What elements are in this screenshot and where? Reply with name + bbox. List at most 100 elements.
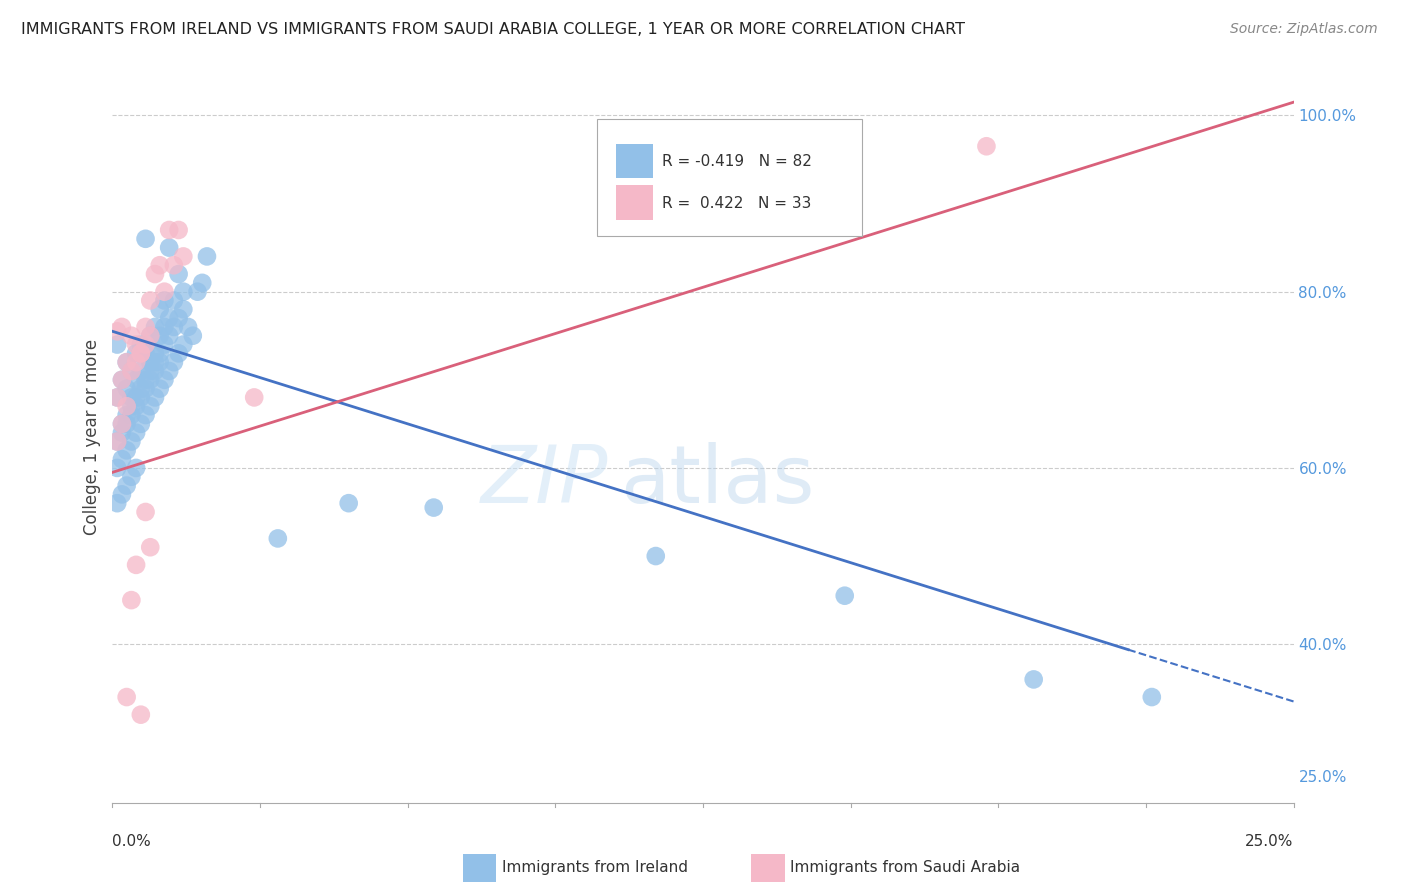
Point — [157, 364, 180, 378]
Point — [243, 391, 266, 405]
Point — [172, 285, 194, 299]
Point — [149, 346, 172, 360]
Point — [163, 258, 186, 272]
Point — [834, 589, 856, 603]
Point — [149, 382, 172, 396]
Point — [422, 500, 444, 515]
Point — [157, 311, 180, 326]
Point — [167, 346, 190, 360]
Point — [149, 355, 172, 369]
Point — [129, 382, 152, 396]
Point — [105, 391, 128, 405]
Point — [1022, 673, 1045, 687]
Point — [139, 328, 162, 343]
Point — [120, 364, 142, 378]
Text: 0.0%: 0.0% — [112, 834, 152, 849]
Point — [139, 373, 162, 387]
Text: Source: ZipAtlas.com: Source: ZipAtlas.com — [1230, 22, 1378, 37]
Point — [139, 328, 162, 343]
Point — [120, 391, 142, 405]
Y-axis label: College, 1 year or more: College, 1 year or more — [83, 339, 101, 535]
Point — [153, 293, 176, 308]
Point — [111, 373, 134, 387]
Point — [157, 223, 180, 237]
Point — [167, 223, 190, 237]
Point — [135, 346, 157, 360]
Point — [105, 461, 128, 475]
Point — [139, 364, 162, 378]
Point — [120, 469, 142, 483]
Point — [195, 249, 218, 263]
Point — [149, 302, 172, 317]
Point — [337, 496, 360, 510]
Point — [149, 258, 172, 272]
Point — [111, 417, 134, 431]
Point — [129, 346, 152, 360]
Point — [163, 293, 186, 308]
Point — [115, 408, 138, 422]
Point — [105, 337, 128, 351]
Point — [191, 276, 214, 290]
Point — [143, 267, 166, 281]
Point — [120, 408, 142, 422]
Point — [129, 707, 152, 722]
Point — [105, 434, 128, 449]
Point — [157, 328, 180, 343]
Point — [125, 346, 148, 360]
Text: atlas: atlas — [620, 442, 814, 520]
Point — [125, 399, 148, 413]
Point — [177, 320, 200, 334]
Point — [181, 328, 204, 343]
Point — [135, 232, 157, 246]
Point — [135, 337, 157, 351]
Point — [111, 417, 134, 431]
Point — [125, 373, 148, 387]
Point — [105, 391, 128, 405]
Point — [153, 285, 176, 299]
Point — [125, 337, 148, 351]
Point — [135, 373, 157, 387]
Point — [143, 320, 166, 334]
Point — [120, 328, 142, 343]
Point — [172, 249, 194, 263]
Point — [120, 434, 142, 449]
Point — [143, 355, 166, 369]
Point — [105, 496, 128, 510]
Text: Immigrants from Saudi Arabia: Immigrants from Saudi Arabia — [790, 861, 1021, 875]
Point — [135, 505, 157, 519]
FancyBboxPatch shape — [596, 119, 862, 235]
Point — [115, 443, 138, 458]
Point — [129, 391, 152, 405]
Point — [135, 382, 157, 396]
Point — [115, 382, 138, 396]
Point — [153, 320, 176, 334]
Text: R =  0.422   N = 33: R = 0.422 N = 33 — [662, 195, 811, 211]
Point — [157, 241, 180, 255]
Text: ZIP: ZIP — [481, 442, 609, 520]
Point — [153, 373, 176, 387]
Point — [186, 285, 208, 299]
Point — [172, 302, 194, 317]
FancyBboxPatch shape — [616, 144, 654, 178]
Point — [976, 139, 998, 153]
Point — [115, 478, 138, 492]
Point — [149, 328, 172, 343]
Point — [111, 452, 134, 467]
Point — [111, 425, 134, 440]
FancyBboxPatch shape — [616, 186, 654, 219]
Point — [105, 434, 128, 449]
Point — [115, 399, 138, 413]
Point — [139, 399, 162, 413]
Point — [139, 355, 162, 369]
Point — [143, 346, 166, 360]
Point — [111, 487, 134, 501]
Point — [143, 364, 166, 378]
Point — [129, 417, 152, 431]
Point — [125, 355, 148, 369]
Point — [120, 399, 142, 413]
Point — [167, 267, 190, 281]
Point — [111, 320, 134, 334]
Text: IMMIGRANTS FROM IRELAND VS IMMIGRANTS FROM SAUDI ARABIA COLLEGE, 1 YEAR OR MORE : IMMIGRANTS FROM IRELAND VS IMMIGRANTS FR… — [21, 22, 965, 37]
Point — [153, 337, 176, 351]
Point — [1140, 690, 1163, 704]
